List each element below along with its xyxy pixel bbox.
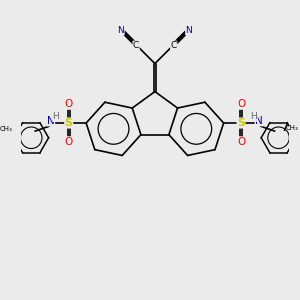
Text: C: C xyxy=(171,41,177,50)
Text: O: O xyxy=(64,137,73,147)
Text: CH₃: CH₃ xyxy=(286,125,298,131)
Text: H: H xyxy=(250,112,257,122)
Text: N: N xyxy=(47,116,55,126)
Text: H: H xyxy=(52,112,59,122)
Text: S: S xyxy=(237,118,245,128)
Text: O: O xyxy=(237,99,245,109)
Text: O: O xyxy=(237,137,245,147)
Text: CH₃: CH₃ xyxy=(0,125,13,131)
Text: N: N xyxy=(186,26,192,35)
Text: N: N xyxy=(255,116,263,126)
Text: C: C xyxy=(133,41,139,50)
Text: N: N xyxy=(118,26,124,35)
Text: S: S xyxy=(65,118,73,128)
Text: O: O xyxy=(64,99,73,109)
